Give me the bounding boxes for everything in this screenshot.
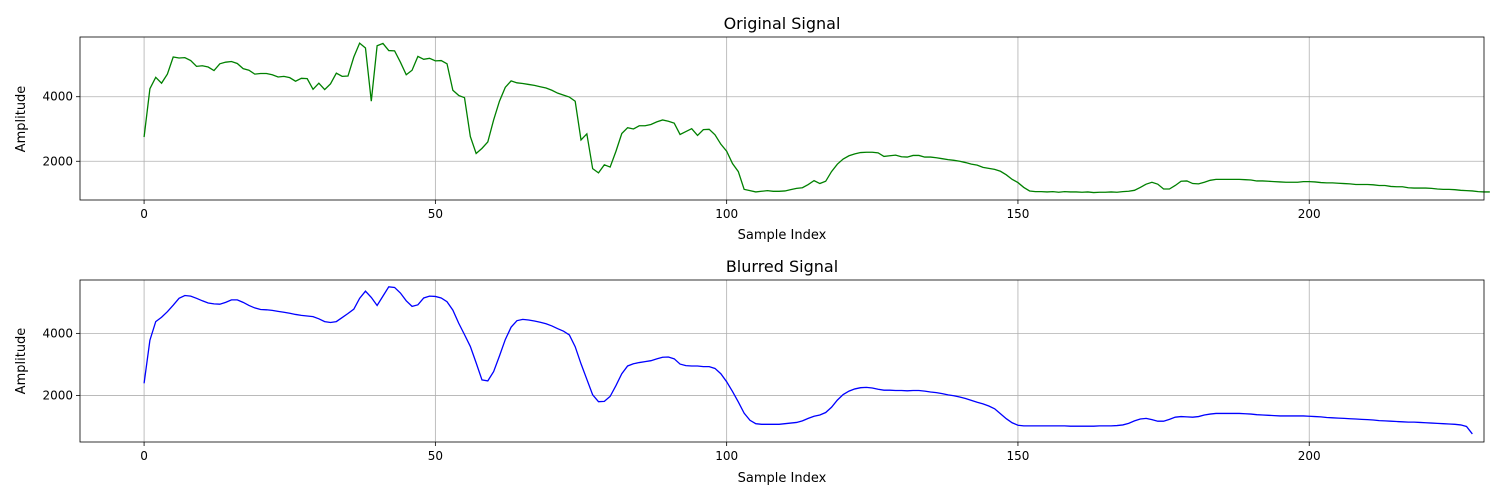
x-tick-label: 150 <box>1006 449 1029 463</box>
chart-title: Blurred Signal <box>726 257 838 276</box>
subplot-original-signal: Original Signal 0 50 100 150 200 2000 4000 Sa… <box>14 14 1490 243</box>
y-tick-label: 2000 <box>42 388 73 402</box>
y-tick-label: 2000 <box>42 154 73 168</box>
x-axis-label: Sample Index <box>738 228 827 243</box>
x-axis-label: Sample Index <box>738 471 827 486</box>
series-line <box>143 42 1490 194</box>
x-tick-label: 0 <box>140 207 148 221</box>
x-tick-label: 50 <box>428 207 443 221</box>
x-tick-label: 200 <box>1298 207 1321 221</box>
y-tick-label: 4000 <box>42 326 73 340</box>
chart-title: Original Signal <box>724 14 841 33</box>
y-axis-label: Amplitude <box>14 86 29 153</box>
x-tick-label: 150 <box>1006 207 1029 221</box>
x-tick-label: 100 <box>715 207 738 221</box>
subplot-blurred-signal: Blurred Signal 0 50 100 150 200 2000 4000 Sam… <box>14 257 1485 486</box>
y-tick-label: 4000 <box>42 90 73 104</box>
axes-frame <box>79 36 1485 201</box>
x-tick-label: 200 <box>1298 449 1321 463</box>
axes-frame <box>79 279 1485 443</box>
x-tick-label: 50 <box>428 449 443 463</box>
x-tick-label: 0 <box>140 449 148 463</box>
y-axis-label: Amplitude <box>14 328 29 395</box>
series-line <box>143 286 1473 435</box>
x-tick-label: 100 <box>715 449 738 463</box>
